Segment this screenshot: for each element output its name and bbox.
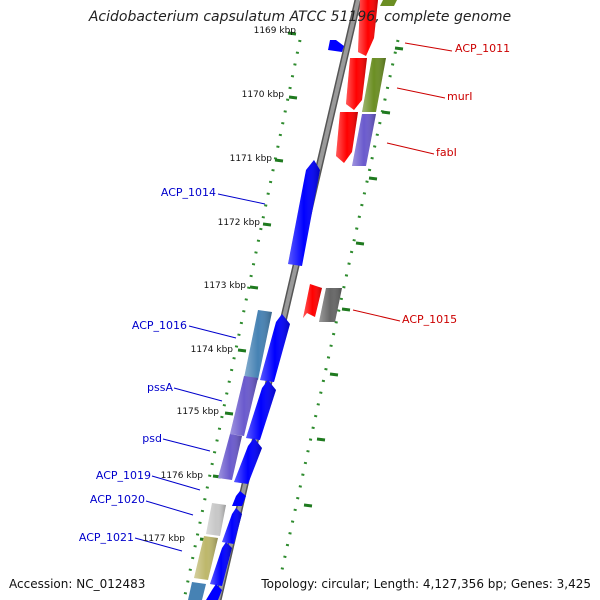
gene-label-ACP_1019[interactable]: ACP_1019 xyxy=(96,469,151,482)
gene-label-psd[interactable]: psd xyxy=(142,432,162,445)
gene-label-ACP_1011[interactable]: ACP_1011 xyxy=(455,42,510,55)
scale-label: 1169 kbp xyxy=(254,26,297,36)
gene-murI[interactable] xyxy=(362,58,386,112)
gene-red-2[interactable] xyxy=(346,58,367,110)
gene-blue-psd[interactable] xyxy=(234,438,262,484)
gene-ACP_1020[interactable] xyxy=(206,503,226,536)
gene-blue-1021[interactable] xyxy=(210,542,232,586)
gene-blue-pssA[interactable] xyxy=(246,380,276,440)
gene-fabI[interactable] xyxy=(352,114,376,166)
scale-label: 1170 kbp xyxy=(242,90,285,100)
genome-summary: Topology: circular; Length: 4,127,356 bp… xyxy=(261,577,591,591)
gene-label-ACP_1015[interactable]: ACP_1015 xyxy=(402,313,457,326)
gene-blue-1016b[interactable] xyxy=(260,314,290,382)
gene-blue-1020[interactable] xyxy=(222,508,242,544)
gene-psd[interactable] xyxy=(218,434,242,480)
gene-ACP_1016[interactable] xyxy=(244,310,272,380)
gene-blue-bottom[interactable] xyxy=(206,584,222,600)
gene-ACP_1021[interactable] xyxy=(194,536,218,580)
scale-label: 1175 kbp xyxy=(177,407,220,417)
reverse-gene-labels: ACP_1014 ACP_1016 pssA psd ACP_1019 ACP_… xyxy=(79,186,216,544)
gene-label-fabI[interactable]: fabI xyxy=(436,146,457,159)
forward-genes xyxy=(303,0,397,322)
gene-ACP_1019[interactable] xyxy=(232,491,246,506)
major-ticks xyxy=(199,31,404,542)
gene-ACP_1011[interactable] xyxy=(358,0,378,56)
gene-small-top[interactable] xyxy=(328,40,344,52)
gene-gray[interactable] xyxy=(319,288,342,322)
accession-text: Accession: NC_012483 xyxy=(9,577,146,591)
gene-olive-top[interactable] xyxy=(380,0,397,6)
gene-label-pssA[interactable]: pssA xyxy=(147,381,173,394)
scale-label: 1173 kbp xyxy=(204,281,247,291)
scale-label: 1177 kbp xyxy=(143,534,186,544)
gene-label-ACP_1021[interactable]: ACP_1021 xyxy=(79,531,134,544)
gene-red-3[interactable] xyxy=(336,112,358,163)
scale-label: 1174 kbp xyxy=(191,345,234,355)
gene-label-ACP_1014[interactable]: ACP_1014 xyxy=(161,186,216,199)
reverse-genes xyxy=(188,40,344,600)
scale-label: 1172 kbp xyxy=(218,218,261,228)
leader-lines xyxy=(134,42,453,552)
scale-label: 1171 kbp xyxy=(230,154,273,164)
scale-label: 1176 kbp xyxy=(161,471,204,481)
gene-label-ACP_1020[interactable]: ACP_1020 xyxy=(90,493,145,506)
gene-pssA[interactable] xyxy=(230,376,258,436)
forward-gene-labels: ACP_1011 murI fabI ACP_1015 xyxy=(402,42,510,326)
gene-label-murI[interactable]: murI xyxy=(447,90,472,103)
scale-labels: 1169 kbp 1170 kbp 1171 kbp 1172 kbp 1173… xyxy=(143,26,297,544)
gene-steel-bottom[interactable] xyxy=(188,582,206,600)
gene-ACP_1015[interactable] xyxy=(303,284,322,318)
gene-ACP_1014[interactable] xyxy=(288,160,320,266)
map-title: Acidobacterium capsulatum ATCC 51196, co… xyxy=(88,9,512,25)
gene-label-ACP_1016[interactable]: ACP_1016 xyxy=(132,319,187,332)
